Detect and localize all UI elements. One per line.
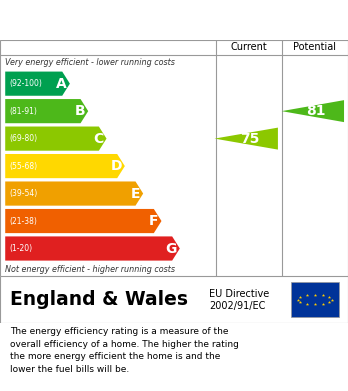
Text: (69-80): (69-80): [9, 134, 38, 143]
Text: Not energy efficient - higher running costs: Not energy efficient - higher running co…: [5, 265, 175, 274]
Text: 2002/91/EC: 2002/91/EC: [209, 301, 265, 311]
Text: F: F: [149, 214, 159, 228]
Text: Current: Current: [230, 42, 267, 52]
Text: C: C: [94, 132, 104, 145]
Text: The energy efficiency rating is a measure of the
overall efficiency of a home. T: The energy efficiency rating is a measur…: [10, 327, 239, 374]
Polygon shape: [5, 237, 180, 260]
Polygon shape: [5, 209, 161, 233]
Polygon shape: [5, 154, 125, 178]
Text: England & Wales: England & Wales: [10, 290, 188, 309]
Polygon shape: [214, 127, 278, 150]
Text: G: G: [166, 242, 177, 255]
Text: D: D: [111, 159, 122, 173]
Text: (55-68): (55-68): [9, 161, 38, 170]
Text: Energy Efficiency Rating: Energy Efficiency Rating: [10, 13, 232, 27]
FancyBboxPatch shape: [291, 282, 339, 317]
Text: (21-38): (21-38): [9, 217, 37, 226]
Text: B: B: [75, 104, 85, 118]
Text: Potential: Potential: [293, 42, 337, 52]
Text: (1-20): (1-20): [9, 244, 32, 253]
Text: EU Directive: EU Directive: [209, 289, 269, 299]
Polygon shape: [5, 99, 88, 123]
Polygon shape: [5, 181, 143, 206]
Text: 75: 75: [240, 132, 259, 145]
Text: E: E: [131, 187, 140, 201]
Text: 81: 81: [307, 104, 326, 118]
Polygon shape: [5, 127, 106, 151]
Text: Very energy efficient - lower running costs: Very energy efficient - lower running co…: [5, 58, 175, 67]
Polygon shape: [282, 100, 344, 122]
Polygon shape: [5, 72, 70, 96]
Text: A: A: [56, 77, 67, 91]
Text: (81-91): (81-91): [9, 107, 37, 116]
Text: (92-100): (92-100): [9, 79, 42, 88]
Text: (39-54): (39-54): [9, 189, 38, 198]
